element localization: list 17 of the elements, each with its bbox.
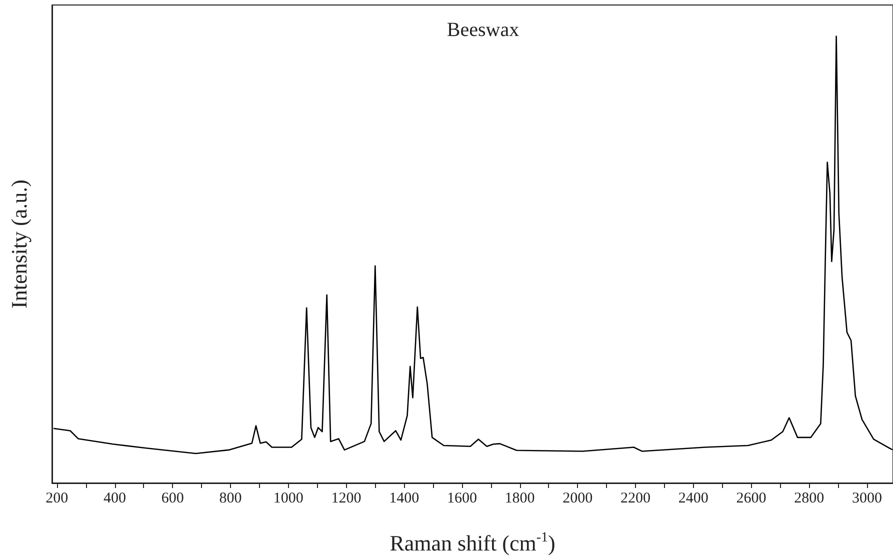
- x-tick-label: 1600: [446, 490, 477, 506]
- x-tick-label: 400: [104, 490, 126, 506]
- x-tick-label: 1800: [504, 490, 535, 506]
- x-tick-label: 2800: [794, 490, 824, 506]
- x-tick-label: 2000: [562, 490, 593, 506]
- chart-title: Beeswax: [446, 19, 520, 41]
- x-tick-label: 1000: [273, 490, 304, 506]
- x-tick-label: 2400: [678, 490, 708, 506]
- y-axis-title: Intensity (a.u.): [6, 180, 32, 308]
- x-tick-label: 600: [161, 490, 184, 506]
- x-tick-label: 2600: [736, 490, 766, 506]
- x-tick-label: 1200: [331, 490, 362, 506]
- x-tick-label: 2200: [620, 490, 651, 506]
- x-tick-label: 800: [219, 490, 242, 506]
- x-tick-label: 3000: [852, 490, 882, 506]
- x-tick-label: 200: [46, 490, 68, 506]
- x-tick-label: 1400: [389, 490, 420, 506]
